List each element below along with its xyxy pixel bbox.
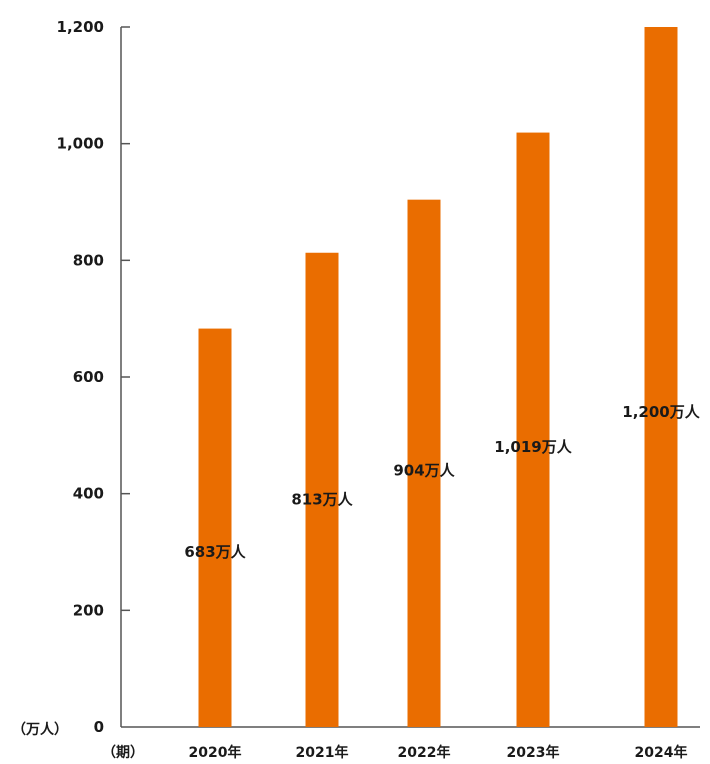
bar — [305, 252, 339, 727]
data-label: 683万人 — [184, 543, 246, 561]
bar — [198, 328, 232, 727]
y-tick-label: 400 — [73, 485, 104, 503]
data-label: 904万人 — [393, 461, 455, 479]
x-axis-unit: （期） — [102, 745, 144, 761]
y-tick-label: 1,200 — [57, 18, 104, 36]
data-label: 1,019万人 — [494, 438, 572, 456]
bar — [644, 27, 678, 727]
x-tick-label: 2024年 — [635, 744, 688, 761]
bars — [198, 27, 678, 728]
y-tick-label: 200 — [73, 601, 104, 619]
x-tick-label: 2022年 — [398, 744, 451, 761]
x-tick-label: 2023年 — [507, 744, 560, 761]
data-label: 1,200万人 — [622, 403, 700, 421]
bar — [516, 132, 550, 728]
y-tick-label: 0 — [94, 718, 104, 736]
y-tick-label: 800 — [73, 251, 104, 269]
bar — [407, 199, 441, 727]
data-label: 813万人 — [291, 491, 353, 509]
y-axis-unit: （万人） — [12, 721, 68, 738]
x-tick-label: 2021年 — [296, 744, 349, 761]
x-axis-labels: 2020年 2021年 2022年 2023年 2024年 — [189, 744, 688, 761]
y-tick-label: 600 — [73, 368, 104, 386]
data-labels: 683万人 813万人 904万人 1,019万人 1,200万人 — [184, 403, 700, 561]
x-tick-label: 2020年 — [189, 744, 242, 761]
y-axis: 0 200 400 600 800 1,000 1,200 — [57, 18, 700, 736]
y-tick-label: 1,000 — [57, 135, 104, 153]
